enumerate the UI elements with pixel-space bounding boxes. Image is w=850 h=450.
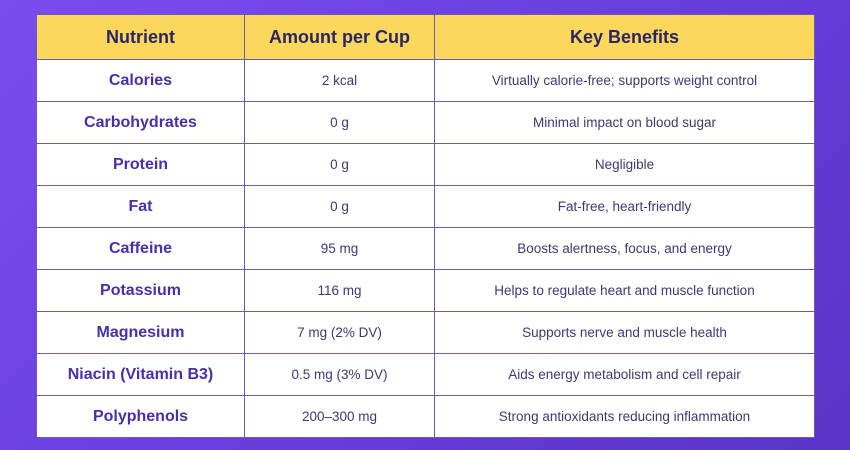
nutrient-cell: Niacin (Vitamin B3) — [36, 353, 245, 396]
nutrition-table-container: Nutrient Amount per Cup Key Benefits Cal… — [36, 14, 815, 438]
nutrient-cell: Magnesium — [36, 311, 245, 354]
header-nutrient: Nutrient — [36, 14, 245, 60]
amount-cell: 200–300 mg — [244, 395, 435, 438]
benefit-cell: Helps to regulate heart and muscle funct… — [434, 269, 815, 312]
table-row: Calories 2 kcal Virtually calorie-free; … — [36, 59, 815, 102]
header-amount: Amount per Cup — [244, 14, 435, 60]
benefit-cell: Aids energy metabolism and cell repair — [434, 353, 815, 396]
amount-cell: 2 kcal — [244, 59, 435, 102]
amount-cell: 0.5 mg (3% DV) — [244, 353, 435, 396]
nutrient-cell: Protein — [36, 143, 245, 186]
amount-cell: 0 g — [244, 143, 435, 186]
table-header-row: Nutrient Amount per Cup Key Benefits — [36, 14, 815, 60]
table-row: Protein 0 g Negligible — [36, 143, 815, 186]
nutrient-cell: Potassium — [36, 269, 245, 312]
benefit-cell: Fat-free, heart-friendly — [434, 185, 815, 228]
header-benefits: Key Benefits — [434, 14, 815, 60]
table-row: Fat 0 g Fat-free, heart-friendly — [36, 185, 815, 228]
amount-cell: 116 mg — [244, 269, 435, 312]
benefit-cell: Negligible — [434, 143, 815, 186]
nutrient-cell: Carbohydrates — [36, 101, 245, 144]
benefit-cell: Virtually calorie-free; supports weight … — [434, 59, 815, 102]
nutrient-cell: Fat — [36, 185, 245, 228]
benefit-cell: Minimal impact on blood sugar — [434, 101, 815, 144]
nutrient-cell: Caffeine — [36, 227, 245, 270]
amount-cell: 7 mg (2% DV) — [244, 311, 435, 354]
nutrient-cell: Calories — [36, 59, 245, 102]
table-row: Caffeine 95 mg Boosts alertness, focus, … — [36, 227, 815, 270]
table-row: Magnesium 7 mg (2% DV) Supports nerve an… — [36, 311, 815, 354]
table-row: Potassium 116 mg Helps to regulate heart… — [36, 269, 815, 312]
table-row: Carbohydrates 0 g Minimal impact on bloo… — [36, 101, 815, 144]
benefit-cell: Boosts alertness, focus, and energy — [434, 227, 815, 270]
nutrition-table: Nutrient Amount per Cup Key Benefits Cal… — [36, 14, 815, 438]
amount-cell: 0 g — [244, 185, 435, 228]
table-row: Niacin (Vitamin B3) 0.5 mg (3% DV) Aids … — [36, 353, 815, 396]
amount-cell: 0 g — [244, 101, 435, 144]
nutrient-cell: Polyphenols — [36, 395, 245, 438]
amount-cell: 95 mg — [244, 227, 435, 270]
table-row: Polyphenols 200–300 mg Strong antioxidan… — [36, 395, 815, 438]
benefit-cell: Strong antioxidants reducing inflammatio… — [434, 395, 815, 438]
benefit-cell: Supports nerve and muscle health — [434, 311, 815, 354]
